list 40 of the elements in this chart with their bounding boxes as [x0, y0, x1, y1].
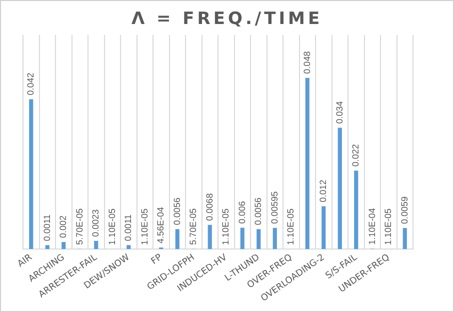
bar — [402, 228, 407, 250]
data-label: 0.0023 — [90, 209, 101, 237]
data-label: 0.012 — [318, 180, 328, 202]
bar — [29, 99, 34, 250]
data-label: 0.034 — [334, 101, 344, 124]
bar — [126, 245, 131, 250]
bar — [256, 229, 261, 250]
data-label: 1.10E-05 — [220, 208, 231, 246]
data-label: 0.0059 — [399, 196, 410, 224]
data-label: 0.0011 — [123, 214, 134, 242]
data-label: 0.0068 — [204, 193, 214, 221]
bar — [272, 228, 277, 250]
bar — [45, 245, 50, 250]
bar — [208, 224, 212, 250]
data-label: 4.56E-04 — [156, 206, 166, 244]
data-label: 0.042 — [26, 72, 36, 96]
data-label: 1.10E-05 — [286, 208, 296, 246]
data-label: 1.10E-04 — [366, 208, 377, 245]
data-label: 1.10E-05 — [106, 208, 117, 246]
data-label: 0.022 — [350, 144, 361, 167]
data-label: 0.0011 — [42, 214, 52, 242]
bar — [94, 240, 98, 250]
data-label: 5.70E-05 — [188, 208, 198, 245]
data-label: 0.0056 — [172, 198, 182, 226]
chart-title: Λ = FREQ./TIME — [130, 8, 324, 31]
data-label: 0.0056 — [253, 198, 264, 226]
bar — [175, 229, 180, 250]
bar — [305, 78, 310, 250]
bar — [354, 170, 358, 250]
bar — [240, 228, 244, 250]
data-label: 5.70E-05 — [74, 208, 84, 245]
data-label: 1.10E-05 — [139, 208, 150, 246]
bar — [322, 206, 326, 250]
bar — [62, 242, 66, 250]
data-label: 1.10E-05 — [383, 208, 394, 246]
data-label: 0.006 — [236, 201, 247, 224]
data-label: 0.002 — [58, 215, 68, 238]
data-label: 0.00595 — [269, 191, 280, 224]
data-label: 0.048 — [302, 51, 312, 74]
bar — [338, 128, 342, 250]
